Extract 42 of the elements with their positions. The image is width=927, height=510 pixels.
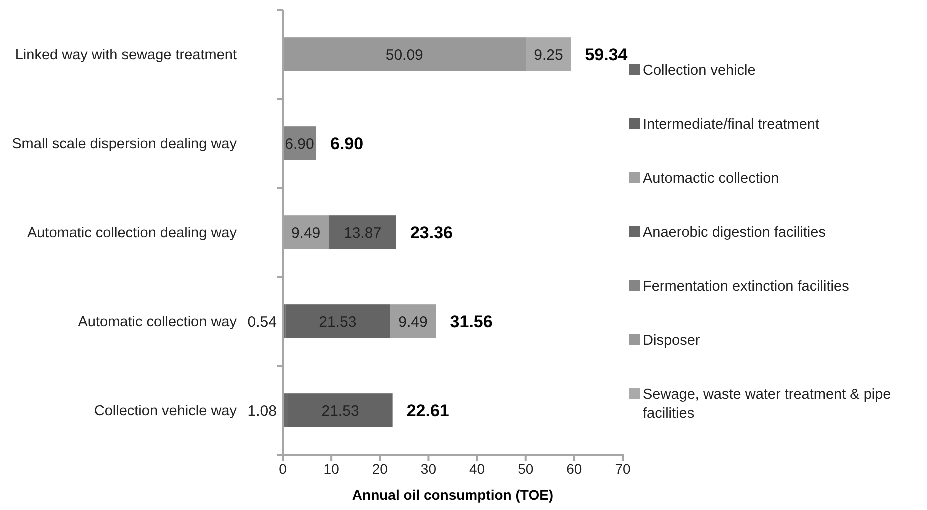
legend-label: Disposer [643,333,700,350]
x-tick-label: 50 [518,460,534,477]
y-tick-label: Automatic collection way [78,314,238,331]
x-tick-label: 60 [566,460,582,477]
total-label: 22.61 [406,401,450,420]
legend-label: Automactic collection [643,171,780,188]
total-label: 6.90 [330,134,364,154]
bar [283,38,526,72]
y-tick-label: Automatic collection dealing way [27,226,238,242]
x-axis-title: Annual oil consumption (TOE) [352,487,554,503]
x-tick-label: 40 [469,460,486,477]
bar [286,304,390,338]
data-label: 9.49 [291,224,321,242]
data-label: 9.49 [398,314,428,331]
x-tick-label: 10 [324,460,340,477]
total-label: 31.56 [450,312,493,332]
x-tick-label: 0 [279,460,288,477]
bar [390,304,436,338]
legend-label: Anaerobic digestion facilities [643,225,826,242]
legend-label: Sewage, waste water treatment & pipe facilities [643,387,892,422]
total-label: 59.34 [585,45,628,64]
y-tick-label: Small scale dispersion dealing way [12,136,238,153]
data-label: 9.25 [534,46,564,64]
y-tick-label: Linked way with sewage treatment [15,48,237,64]
legend-label: Intermediate/final treatment [643,117,820,134]
data-label: 21.53 [319,314,357,331]
data-label: 50.09 [386,46,424,64]
data-label: 6.90 [285,136,314,153]
data-label: 0.54 [248,314,277,331]
legend-label: Collection vehicle [643,63,756,80]
x-tick-label: 20 [372,460,388,477]
x-tick-label: 70 [615,460,631,477]
data-label: 13.87 [344,224,382,242]
bar [329,216,396,250]
data-label: 21.53 [322,402,360,420]
bar [288,394,393,428]
legend-label: Fermentation extinction facilities [643,279,850,296]
data-label: 1.08 [248,402,277,420]
total-label: 23.36 [410,223,454,242]
y-tick-label: Collection vehicle way [94,404,238,420]
bar [526,38,572,72]
x-tick-label: 30 [420,460,437,477]
